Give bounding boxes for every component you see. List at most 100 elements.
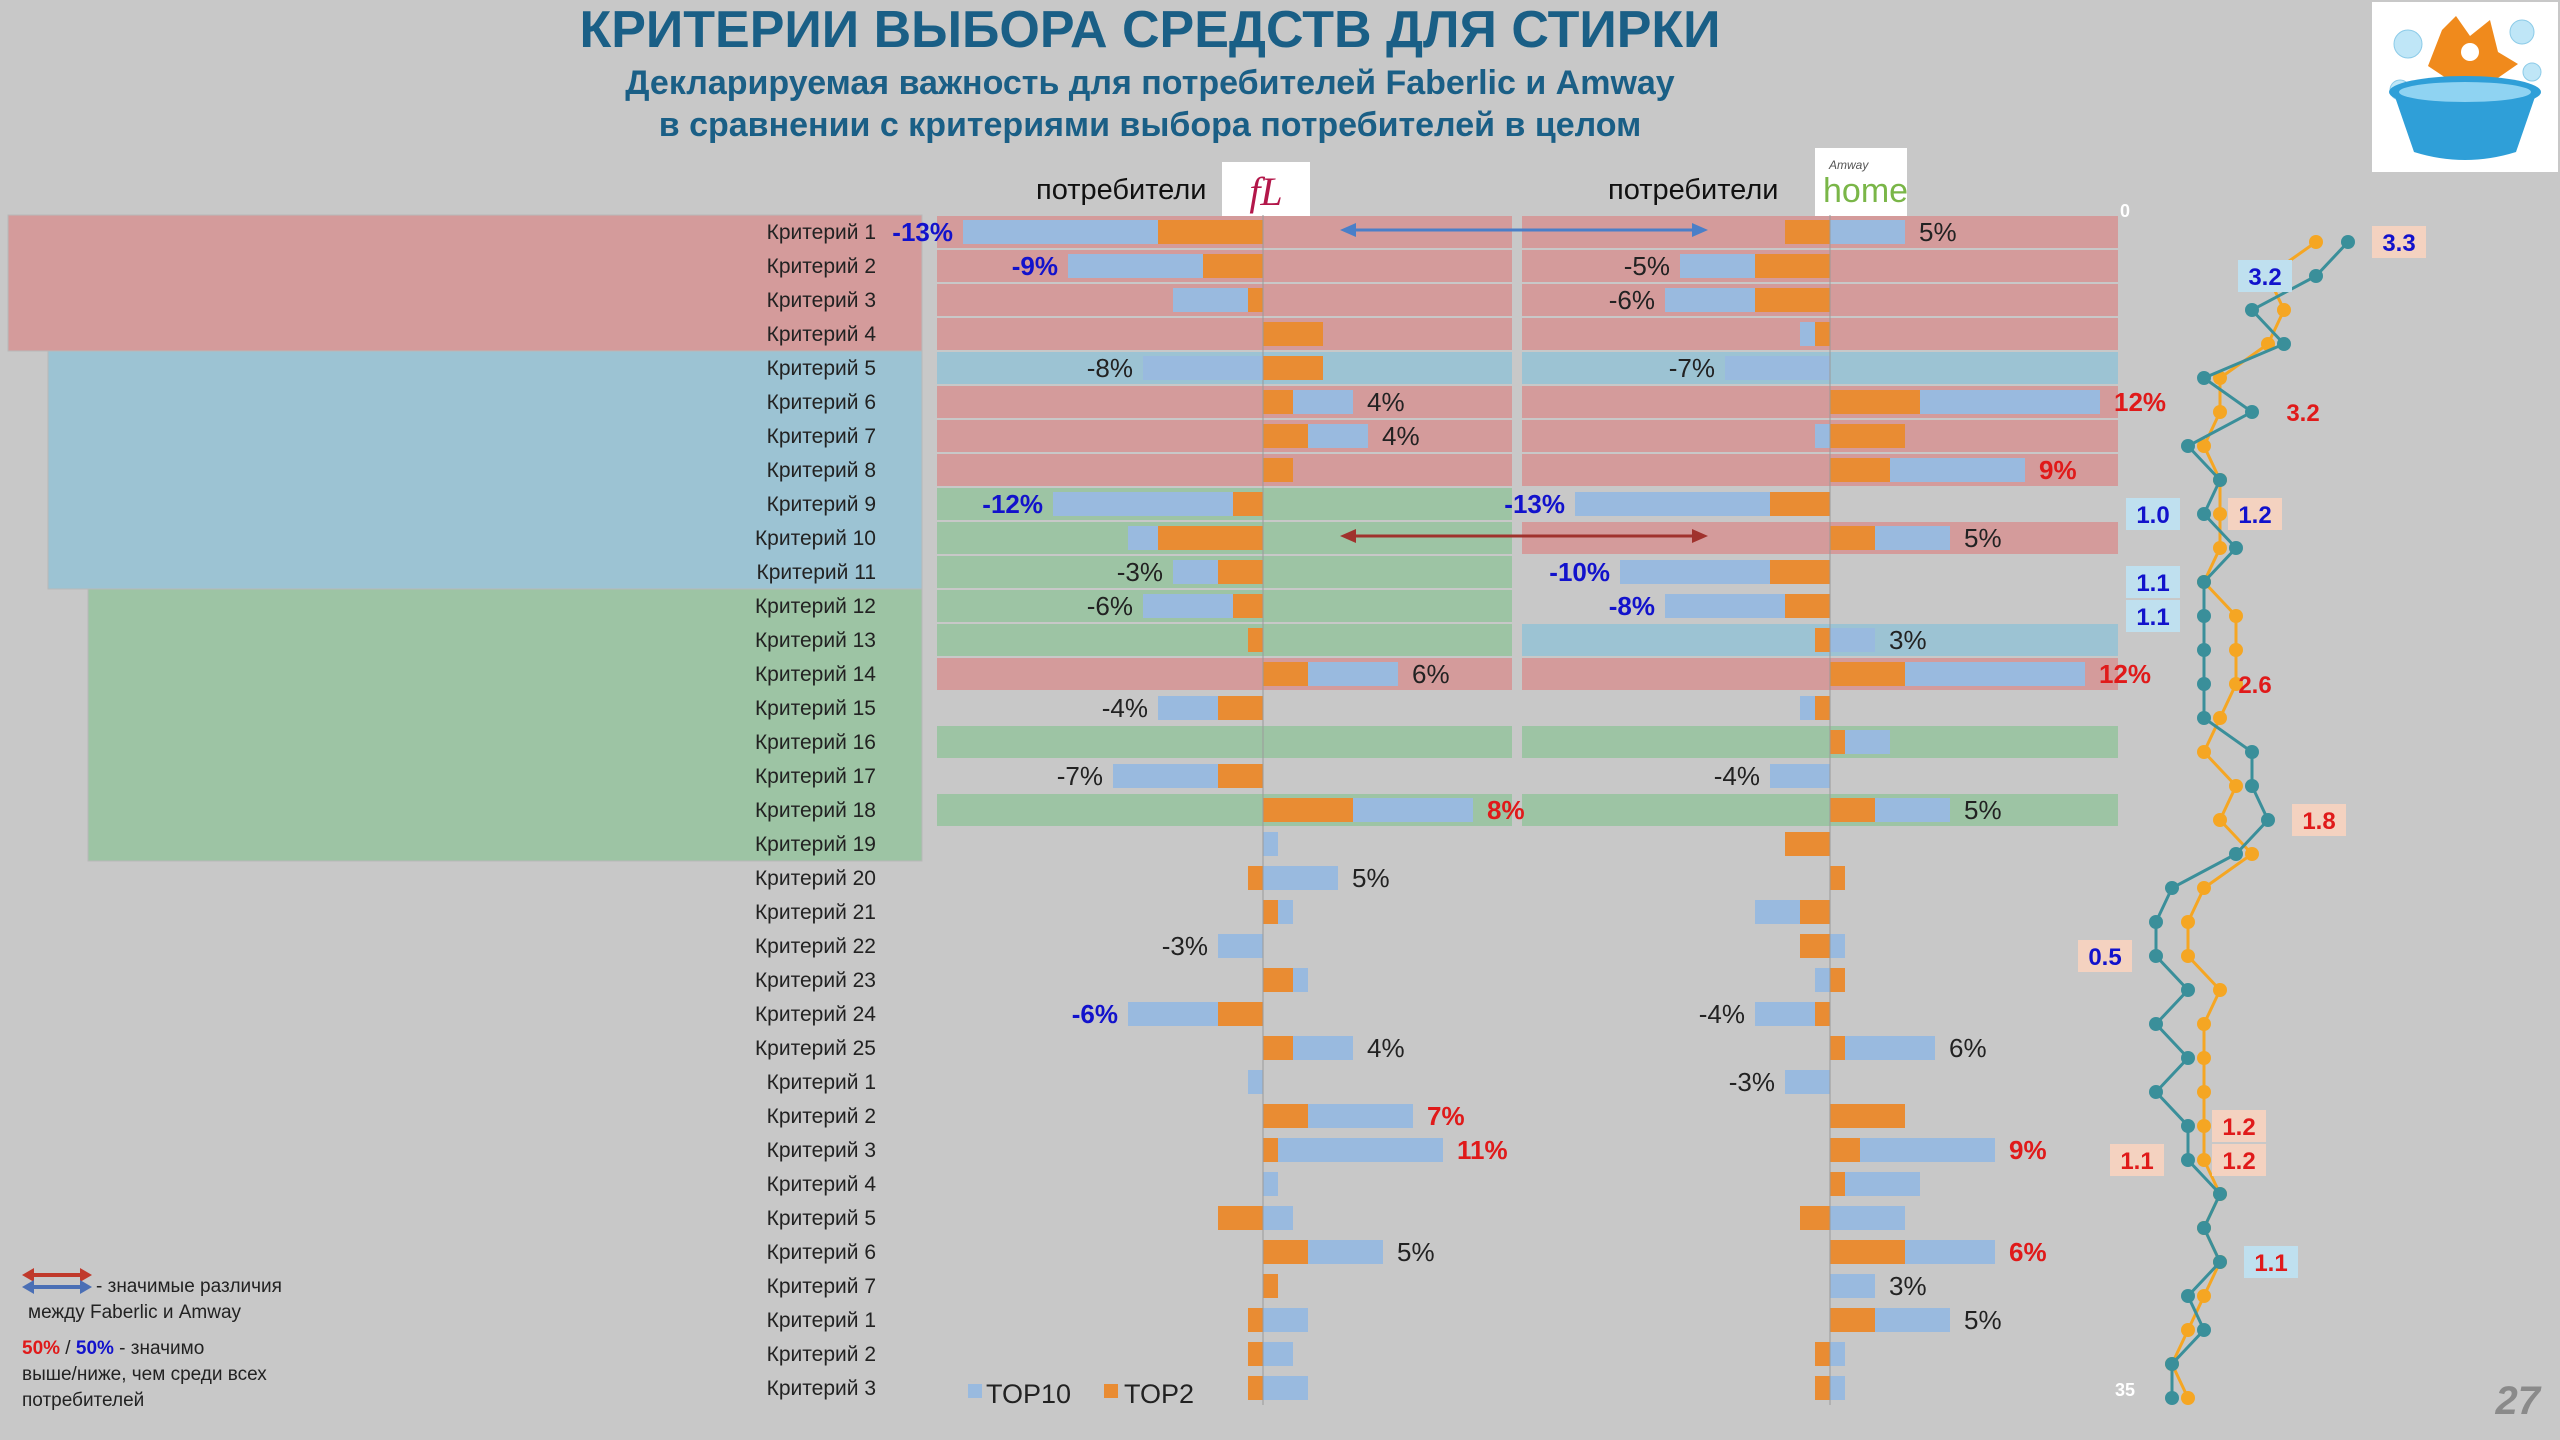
legend-top2-swatch — [1104, 1384, 1118, 1398]
faberlic-value-label: 7% — [1427, 1101, 1465, 1131]
amway-top2-bar — [1830, 526, 1875, 550]
ratio-label-box — [2238, 260, 2292, 292]
ratio-orange-point — [2213, 405, 2227, 419]
ratio-label-box — [2212, 1110, 2266, 1142]
faberlic-top2-bar — [1263, 1240, 1308, 1264]
faberlic-value-label: -6% — [1072, 999, 1118, 1029]
amway-top10-bar — [1770, 764, 1830, 788]
faberlic-top10-bar — [1113, 764, 1218, 788]
faberlic-row-band — [937, 624, 1512, 656]
legend-sig-text: - значимо — [113, 1338, 205, 1359]
amway-value-label: -6% — [1609, 285, 1655, 315]
ratio-label: 3.2 — [2248, 264, 2281, 291]
ratio-label: 3.2 — [2286, 400, 2319, 427]
faberlic-row-band — [937, 420, 1512, 452]
amway-top10-bar — [1815, 424, 1830, 448]
ratio-teal-point — [2213, 473, 2227, 487]
difference-arrow-head — [1692, 223, 1708, 237]
faberlic-top10-bar — [1278, 900, 1293, 924]
amway-value-label: -13% — [1504, 489, 1565, 519]
faberlic-top2-bar — [1263, 968, 1293, 992]
category-label: Критерий 5 — [767, 357, 876, 380]
faberlic-value-label: -3% — [1162, 931, 1208, 961]
ratio-teal-point — [2197, 507, 2211, 521]
ratio-teal-point — [2197, 1221, 2211, 1235]
faberlic-top10-bar — [1308, 424, 1368, 448]
amway-value-label: 3% — [1889, 625, 1927, 655]
amway-row-band — [1522, 454, 2118, 486]
faberlic-top2-bar — [1233, 492, 1263, 516]
ratio-orange-point — [2229, 609, 2243, 623]
legend-top10-label: TOP10 — [986, 1379, 1071, 1409]
ratio-teal-point — [2229, 847, 2243, 861]
ratio-orange-point — [2197, 439, 2211, 453]
ratio-teal-point — [2149, 949, 2163, 963]
category-label: Критерий 20 — [755, 867, 876, 890]
amway-top10-bar — [1755, 900, 1800, 924]
amway-top10-bar — [1755, 1002, 1815, 1026]
faberlic-row-band — [937, 386, 1512, 418]
amway-value-label: 12% — [2114, 387, 2166, 417]
ratio-label: 1.8 — [2302, 808, 2335, 835]
faberlic-top10-bar — [1263, 1308, 1308, 1332]
category-label: Критерий 17 — [755, 765, 876, 788]
ratio-teal-point — [2213, 1187, 2227, 1201]
faberlic-top2-bar — [1248, 628, 1263, 652]
faberlic-value-label: 8% — [1487, 795, 1525, 825]
category-label: Критерий 10 — [755, 527, 876, 550]
category-label: Критерий 23 — [755, 969, 876, 992]
faberlic-row-band — [937, 454, 1512, 486]
ratio-label-box — [2110, 1144, 2164, 1176]
legend-sig-note: 50% / 50% - значимо — [22, 1336, 204, 1362]
laundry-basin-icon — [2372, 2, 2558, 172]
amway-value-label: 9% — [2039, 455, 2077, 485]
amway-top10-bar — [1830, 220, 1905, 244]
amway-top10-bar — [1665, 594, 1785, 618]
amway-top10-bar — [1830, 1376, 1845, 1400]
amway-top2-bar — [1785, 594, 1830, 618]
category-label: Критерий 15 — [755, 697, 876, 720]
ratio-label: 1.1 — [2254, 1250, 2287, 1277]
ratio-teal-point — [2197, 677, 2211, 691]
difference-arrow-head — [1692, 529, 1708, 543]
ratio-teal-point — [2165, 1391, 2179, 1405]
ratio-orange-point — [2229, 643, 2243, 657]
faberlic-top10-bar — [1158, 696, 1218, 720]
ratio-teal-point — [2181, 1119, 2195, 1133]
amway-top10-bar — [1845, 1172, 1920, 1196]
faberlic-logo-text: fL — [1249, 169, 1283, 214]
faberlic-top2-bar — [1263, 1274, 1278, 1298]
faberlic-value-label: 4% — [1367, 387, 1405, 417]
amway-top10-bar — [1680, 254, 1755, 278]
faberlic-value-label: -12% — [982, 489, 1043, 519]
ratio-label-box — [2372, 226, 2426, 258]
amway-top2-bar — [1755, 288, 1830, 312]
faberlic-logo: fL — [1222, 162, 1310, 218]
amway-top10-bar — [1875, 1308, 1950, 1332]
category-label: Критерий 4 — [767, 323, 877, 346]
faberlic-value-label: 11% — [1457, 1135, 1508, 1165]
amway-value-label: 9% — [2009, 1135, 2047, 1165]
category-label: Критерий 7 — [767, 425, 876, 448]
ratio-teal-point — [2213, 1255, 2227, 1269]
faberlic-header: потребители — [1036, 174, 1207, 206]
faberlic-top10-bar — [1173, 288, 1248, 312]
amway-top10-bar — [1800, 322, 1815, 346]
faberlic-top10-bar — [1353, 798, 1473, 822]
ratio-teal-point — [2149, 1017, 2163, 1031]
faberlic-value-label: -3% — [1117, 557, 1163, 587]
faberlic-top2-bar — [1263, 424, 1308, 448]
amway-logo-top: Amway — [1829, 158, 1869, 172]
difference-arrow-head — [1340, 223, 1356, 237]
ratio-orange-point — [2213, 371, 2227, 385]
faberlic-value-label: -6% — [1087, 591, 1133, 621]
amway-top2-bar — [1800, 1206, 1830, 1230]
ratio-orange-point — [2309, 235, 2323, 249]
ratio-label: 0.5 — [2088, 944, 2121, 971]
amway-top10-bar — [1665, 288, 1755, 312]
ratio-teal-point — [2245, 303, 2259, 317]
ratio-teal-point — [2277, 337, 2291, 351]
ratio-orange-point — [2213, 711, 2227, 725]
amway-top2-bar — [1815, 1376, 1830, 1400]
faberlic-top2-bar — [1248, 1342, 1263, 1366]
